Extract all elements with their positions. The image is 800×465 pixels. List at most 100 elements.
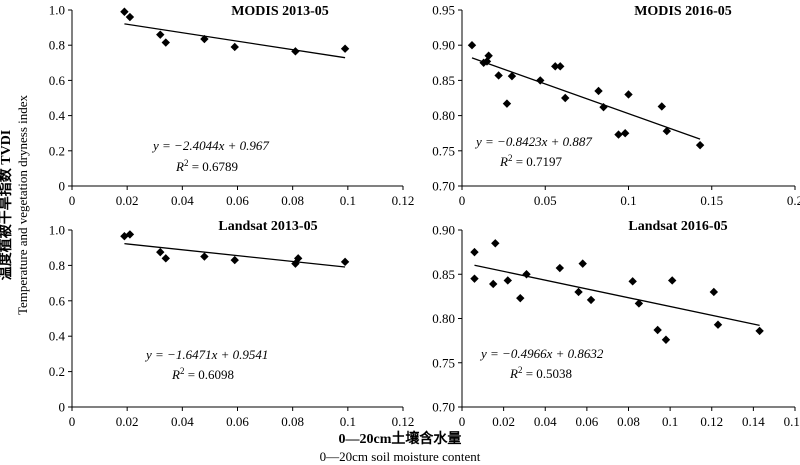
x-axis-label-chinese: 0—20cm土壤含水量 — [339, 430, 462, 447]
data-point — [662, 126, 671, 136]
r-squared-value: = 0.7197 — [512, 154, 562, 169]
x-tick-label: 0.1 — [340, 414, 356, 429]
y-axis-label-chinese: 温度植被干旱指数 TVDI — [0, 130, 14, 281]
x-tick-label: 0 — [69, 414, 76, 429]
data-point — [479, 58, 488, 67]
x-tick-label: 0.04 — [171, 193, 194, 208]
y-tick-label: 0.80 — [432, 311, 455, 326]
r-squared-symbol: R — [509, 366, 518, 381]
data-point — [516, 293, 525, 303]
data-point — [578, 259, 587, 268]
data-point — [653, 325, 662, 335]
chart-panel-2: 0.70 0.75 0.80 0.85 0.90 0.95 0 0.05 0.1 0.15 0.2 M… — [432, 3, 800, 209]
data-point — [668, 276, 677, 285]
data-point — [200, 34, 209, 44]
data-point — [156, 30, 165, 39]
x-tick-label: 0.04 — [534, 414, 557, 429]
data-point — [503, 276, 512, 285]
x-tick-label: 0.02 — [116, 414, 139, 429]
r-squared-symbol: R — [175, 159, 184, 174]
x-tick-label: 0.04 — [171, 414, 194, 429]
y-tick-label: 0.70 — [432, 400, 455, 415]
y-tick-label: 0.75 — [432, 143, 455, 158]
y-tick-label: 0.90 — [432, 223, 455, 238]
x-tick-label: 0.1 — [620, 193, 636, 208]
x-tick-label: 0.12 — [700, 414, 723, 429]
data-point — [755, 326, 764, 336]
data-point — [125, 230, 135, 239]
y-tick-label: 0.75 — [432, 355, 455, 370]
data-point — [620, 129, 630, 138]
trend-line — [124, 243, 346, 268]
chart-panel-4: 0.70 0.75 0.80 0.85 0.90 0 0.02 0.04 0.06 0.08 0.1… — [432, 219, 800, 429]
data-point — [614, 130, 623, 139]
data-point — [556, 62, 565, 71]
x-tick-label: 0.1 — [340, 193, 356, 208]
data-point — [156, 247, 165, 257]
trend-line — [124, 23, 346, 59]
x-tick-label: 0.08 — [281, 193, 304, 208]
data-point — [586, 295, 596, 305]
regression-equation: y = −2.4044x + 0.967 — [151, 138, 269, 153]
data-point — [599, 102, 608, 112]
y-tick-label: 1.0 — [49, 223, 65, 238]
data-point — [713, 320, 723, 329]
r-squared-label: R2 = 0.6098 — [171, 366, 234, 382]
x-tick-label: 0.1 — [662, 414, 678, 429]
data-point — [161, 38, 170, 47]
data-point — [230, 42, 239, 52]
panel-title: Landsat 2016-05 — [628, 219, 727, 234]
data-point — [502, 99, 512, 108]
data-point — [561, 93, 570, 103]
panel-title: Landsat 2013-05 — [218, 219, 317, 234]
x-tick-label: 0.02 — [116, 193, 139, 208]
data-point — [536, 76, 545, 85]
x-tick-label: 0 — [69, 193, 76, 208]
data-point — [484, 51, 493, 60]
r-squared-superscript: 2 — [518, 365, 523, 375]
data-point — [695, 140, 705, 150]
x-tick-label: 0.05 — [534, 193, 557, 208]
x-tick-label: 0.06 — [576, 414, 599, 429]
y-tick-label: 0.2 — [49, 364, 65, 379]
data-point — [494, 71, 503, 80]
x-tick-label: 0 — [459, 414, 466, 429]
data-point — [340, 257, 350, 267]
data-point — [470, 247, 479, 257]
y-tick-label: 0.8 — [49, 258, 65, 273]
x-tick-label: 0.06 — [226, 414, 249, 429]
panel-title: MODIS 2016-05 — [634, 4, 732, 19]
x-tick-label: 0.2 — [787, 193, 800, 208]
y-tick-label: 0.85 — [432, 267, 455, 282]
data-point — [489, 279, 498, 289]
data-point — [293, 254, 303, 263]
data-point — [125, 12, 135, 22]
trend-line — [471, 57, 701, 140]
data-point — [624, 90, 633, 99]
x-tick-label: 0.12 — [392, 414, 415, 429]
data-point — [161, 254, 170, 263]
regression-equation: y = −0.8423x + 0.887 — [474, 134, 592, 149]
y-tick-label: 0.80 — [432, 108, 455, 123]
data-point — [657, 102, 666, 111]
x-tick-label: 0.08 — [281, 414, 304, 429]
y-tick-label: 0 — [59, 179, 66, 194]
data-point — [551, 62, 560, 71]
data-point — [230, 255, 239, 265]
x-tick-label: 0.16 — [784, 414, 800, 429]
data-point — [634, 299, 644, 308]
y-tick-label: 1.0 — [49, 3, 65, 18]
r-squared-superscript: 2 — [180, 366, 185, 376]
panel-title: MODIS 2013-05 — [231, 4, 329, 19]
data-point — [709, 287, 719, 297]
y-tick-label: 0.90 — [432, 38, 455, 53]
x-tick-label: 0.12 — [392, 193, 415, 208]
r-squared-label: R2 = 0.6789 — [175, 158, 238, 174]
trend-line — [474, 264, 760, 327]
data-point — [628, 277, 637, 286]
x-tick-label: 0.15 — [700, 193, 723, 208]
r-squared-value: = 0.6789 — [188, 159, 238, 174]
r-squared-symbol: R — [499, 154, 508, 169]
y-tick-label: 0.4 — [49, 329, 66, 344]
